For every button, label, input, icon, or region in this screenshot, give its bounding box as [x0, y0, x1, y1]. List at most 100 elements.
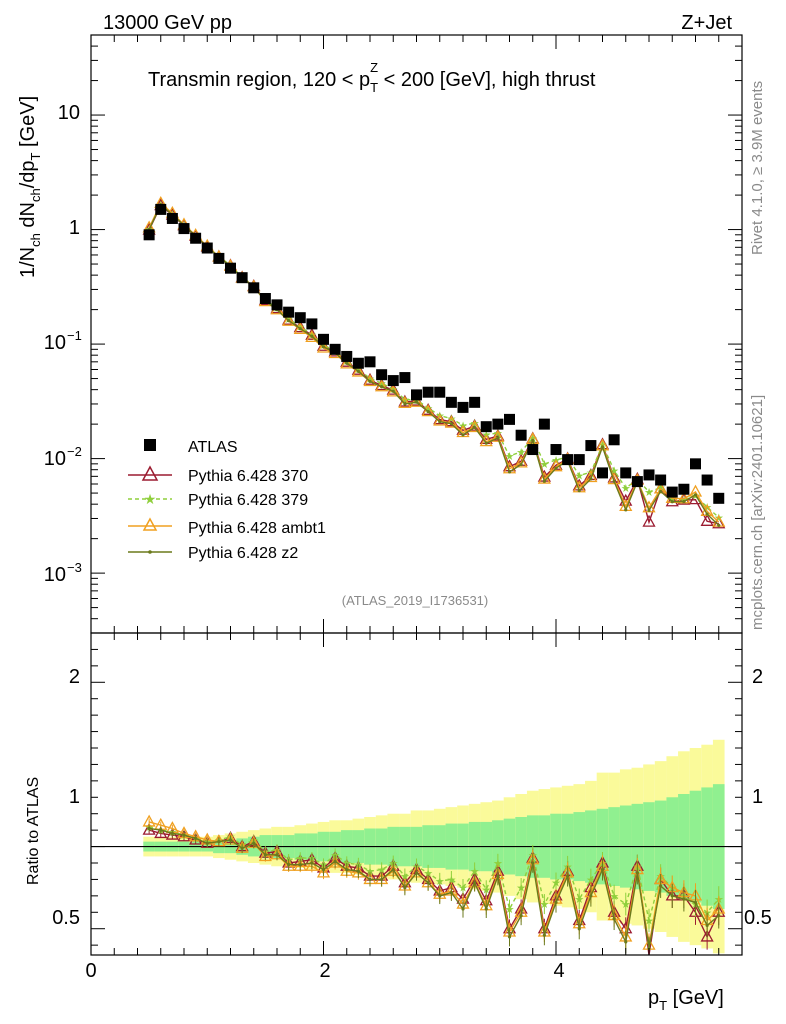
ratio-point: [496, 874, 500, 878]
data-point: [457, 401, 469, 413]
ratio-point: [154, 826, 168, 839]
main-line-pythia-6-428-379: [148, 203, 720, 519]
main-y-axis-label: 1/Nch dNch/dpT [GeV]: [17, 96, 43, 278]
ratio-point: [414, 871, 419, 875]
ratio-point: [705, 923, 709, 928]
ratio-point: [519, 913, 523, 918]
main-point: ★: [435, 411, 445, 423]
data-point: [515, 429, 527, 441]
ratio-point: ★: [621, 899, 631, 911]
data-point: [236, 272, 248, 284]
ratio-point: [252, 841, 256, 845]
data-point: [597, 467, 608, 479]
ratio-point: [217, 840, 221, 844]
ratio-tick-1-right: 1: [752, 786, 763, 808]
ratio-point: [194, 836, 198, 840]
main-point: ★: [702, 502, 712, 514]
ratio-point: ★: [400, 871, 410, 883]
ratio-line-pythia-6-428-379: [148, 826, 720, 921]
legend-label-z2: Pythia 6.428 z2: [188, 545, 298, 562]
main-point: [473, 425, 477, 430]
ratio-tick-0.5-left: 0.5: [52, 907, 80, 929]
ratio-point: [700, 929, 714, 942]
ratio-point: [333, 859, 337, 863]
ratio-tick-2-right: 2: [752, 666, 763, 688]
legend-label-379: Pythia 6.428 379: [188, 492, 308, 509]
data-point: [352, 357, 364, 369]
main-point: [421, 404, 435, 417]
ratio-point: ★: [470, 866, 480, 878]
main-point: [340, 356, 354, 369]
ratio-point: ★: [481, 884, 491, 896]
data-point: [399, 372, 411, 384]
ratio-point: [310, 861, 314, 865]
main-point: [514, 455, 528, 468]
main-point: ★: [446, 413, 456, 425]
legend: ATLAS Pythia 6.428 370 ★ Pythia 6.428 37…: [128, 439, 326, 562]
ratio-point: [356, 869, 360, 873]
main-point: [600, 445, 605, 449]
data-point: [143, 229, 155, 241]
legend-marker-z2: [148, 550, 152, 554]
data-point: [469, 396, 481, 408]
data-point: [445, 396, 457, 408]
legend-label-atlas: ATLAS: [188, 439, 238, 456]
ratio-point: [659, 884, 663, 888]
ratio-point: [507, 935, 512, 939]
process-label: Z+Jet: [681, 12, 732, 34]
xtick-label-4: 4: [553, 960, 564, 982]
ratio-point: [670, 894, 674, 898]
data-point: [573, 454, 585, 466]
ratio-point: [345, 867, 349, 872]
main-point: [438, 420, 442, 424]
data-point: [318, 333, 329, 345]
main-point: [345, 361, 349, 365]
main-point: [484, 441, 488, 445]
main-point: [449, 422, 453, 426]
main-point: [426, 409, 430, 414]
main-point: [717, 523, 721, 528]
main-frame: [90, 34, 743, 634]
main-point: [398, 395, 412, 408]
ratio-point: [263, 853, 267, 857]
ytick-label-0.001: 10: [44, 564, 66, 586]
ratio-point: ★: [551, 878, 561, 890]
ratio-point: [554, 900, 558, 905]
data-point: [283, 306, 295, 318]
ratio-point: ★: [516, 883, 526, 895]
main-point: [368, 379, 372, 384]
data-point: [504, 413, 515, 425]
ratio-point: [717, 913, 721, 918]
ratio-point: ★: [377, 865, 387, 877]
data-point: [620, 467, 632, 479]
main-point: [693, 493, 698, 497]
ratio-point: [321, 867, 326, 872]
main-point: [589, 477, 593, 481]
main-point: ★: [609, 465, 619, 477]
ratio-point: [612, 917, 616, 921]
title-post-text: < 200 [GeV], high thrust: [378, 69, 596, 91]
main-point: [321, 345, 326, 349]
ratio-point: [473, 881, 477, 885]
data-point: [701, 474, 713, 486]
ratio-point: [449, 890, 453, 895]
main-point: [542, 479, 546, 483]
ratio-point: [391, 867, 395, 872]
data-point: [155, 203, 167, 215]
analysis-id: (ATLAS_2019_I1736531): [342, 593, 488, 608]
ratio-point: ★: [446, 874, 456, 886]
main-point: [700, 513, 714, 526]
ratio-point: ★: [435, 876, 445, 888]
ratio-point: [438, 894, 442, 898]
data-point: [492, 418, 504, 430]
main-point: [595, 438, 610, 451]
data-point: [643, 469, 655, 481]
main-point: [682, 499, 686, 504]
data-point: [713, 492, 725, 504]
main-point: ★: [539, 459, 549, 471]
main-point: [607, 472, 621, 485]
ratio-point: [682, 897, 686, 901]
main-point: [468, 420, 482, 433]
main-point: [491, 429, 505, 442]
